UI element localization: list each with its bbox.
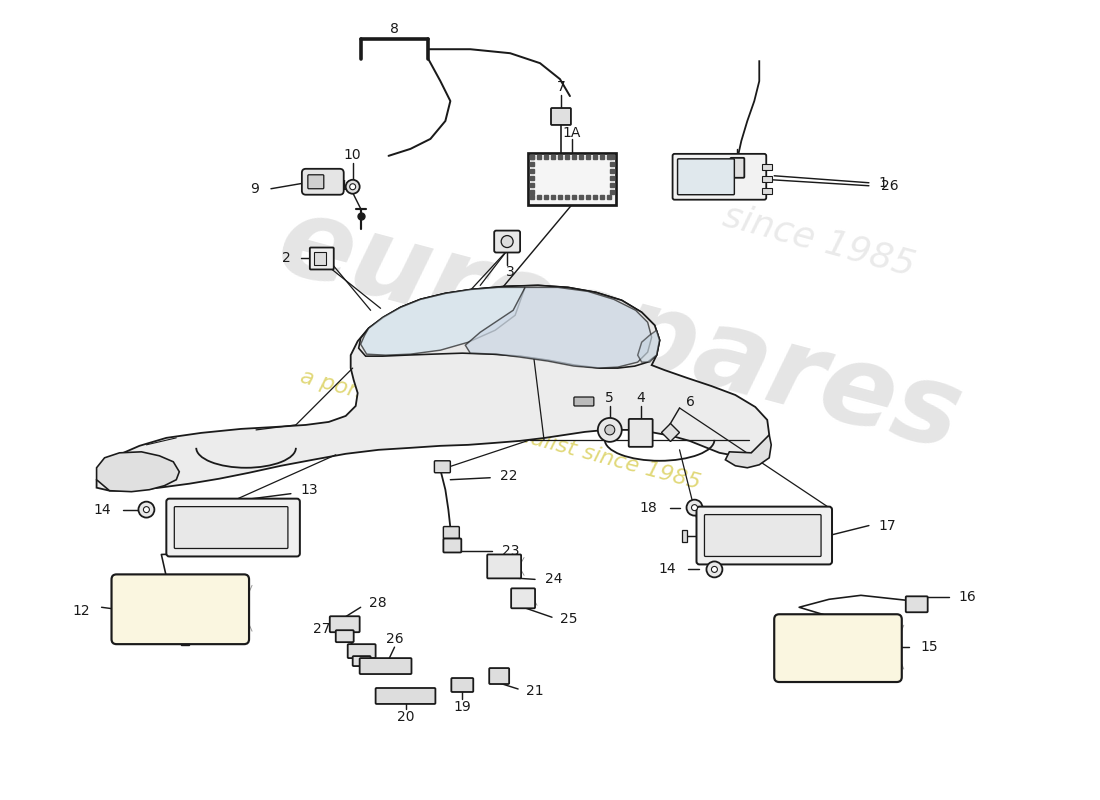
Text: 27: 27 <box>314 622 331 636</box>
Text: 20: 20 <box>397 710 415 724</box>
FancyBboxPatch shape <box>443 526 460 538</box>
FancyBboxPatch shape <box>494 230 520 253</box>
Text: 9: 9 <box>250 182 258 196</box>
Text: a porsche parts specialist since 1985: a porsche parts specialist since 1985 <box>298 366 703 493</box>
Text: 21: 21 <box>526 684 543 698</box>
FancyBboxPatch shape <box>682 530 686 542</box>
Polygon shape <box>638 330 660 362</box>
Text: 11: 11 <box>331 178 349 193</box>
FancyBboxPatch shape <box>174 506 288 549</box>
FancyBboxPatch shape <box>528 153 616 205</box>
FancyBboxPatch shape <box>551 108 571 125</box>
Text: 16: 16 <box>958 590 977 604</box>
Text: 19: 19 <box>453 700 471 714</box>
Text: 17: 17 <box>879 518 896 533</box>
Text: 3: 3 <box>506 266 515 279</box>
FancyBboxPatch shape <box>434 461 450 473</box>
Text: 28: 28 <box>368 596 386 610</box>
Text: 26: 26 <box>881 178 899 193</box>
FancyBboxPatch shape <box>678 159 735 194</box>
FancyBboxPatch shape <box>353 656 371 666</box>
Polygon shape <box>97 286 769 490</box>
FancyBboxPatch shape <box>443 538 461 553</box>
Text: eurospares: eurospares <box>266 188 972 473</box>
Text: 23: 23 <box>503 545 519 558</box>
FancyBboxPatch shape <box>330 616 360 632</box>
FancyBboxPatch shape <box>905 596 927 612</box>
FancyBboxPatch shape <box>730 158 745 178</box>
Text: 14: 14 <box>94 502 111 517</box>
FancyBboxPatch shape <box>314 251 326 266</box>
FancyBboxPatch shape <box>451 678 473 692</box>
Text: 4: 4 <box>636 391 645 405</box>
Circle shape <box>712 566 717 572</box>
Text: 22: 22 <box>500 469 518 482</box>
Polygon shape <box>725 435 771 468</box>
FancyBboxPatch shape <box>301 169 343 194</box>
FancyBboxPatch shape <box>704 514 821 557</box>
Text: 7: 7 <box>557 80 565 94</box>
Polygon shape <box>97 452 179 492</box>
Circle shape <box>692 505 697 510</box>
FancyBboxPatch shape <box>762 176 772 182</box>
FancyBboxPatch shape <box>348 644 375 658</box>
FancyBboxPatch shape <box>672 154 767 200</box>
FancyBboxPatch shape <box>308 174 323 189</box>
Circle shape <box>143 506 150 513</box>
FancyBboxPatch shape <box>487 554 521 578</box>
Text: 12: 12 <box>72 604 89 618</box>
Text: 25: 25 <box>560 612 578 626</box>
FancyBboxPatch shape <box>774 614 902 682</box>
Polygon shape <box>359 286 660 368</box>
Circle shape <box>605 425 615 435</box>
Text: 24: 24 <box>544 572 562 586</box>
Text: 15: 15 <box>921 640 938 654</box>
Text: 10: 10 <box>344 148 362 162</box>
Text: since 1985: since 1985 <box>719 198 918 282</box>
Circle shape <box>350 184 355 190</box>
FancyBboxPatch shape <box>375 688 436 704</box>
Text: 8: 8 <box>390 22 399 36</box>
FancyBboxPatch shape <box>574 397 594 406</box>
Text: 1: 1 <box>879 176 888 190</box>
Text: 2: 2 <box>283 251 290 266</box>
FancyBboxPatch shape <box>762 164 772 170</box>
Polygon shape <box>465 287 651 368</box>
FancyBboxPatch shape <box>696 506 832 565</box>
Text: 1A: 1A <box>563 126 581 140</box>
Text: 26: 26 <box>386 632 404 646</box>
Circle shape <box>345 180 360 194</box>
FancyBboxPatch shape <box>629 419 652 447</box>
FancyBboxPatch shape <box>762 188 772 194</box>
Text: 18: 18 <box>640 501 658 514</box>
FancyBboxPatch shape <box>310 247 333 270</box>
FancyBboxPatch shape <box>490 668 509 684</box>
Circle shape <box>706 562 723 578</box>
Text: 6: 6 <box>685 395 694 409</box>
Circle shape <box>502 235 513 247</box>
Circle shape <box>139 502 154 518</box>
Text: 13: 13 <box>301 482 319 497</box>
Text: 5: 5 <box>605 391 614 405</box>
Circle shape <box>597 418 622 442</box>
FancyBboxPatch shape <box>111 574 249 644</box>
Text: 14: 14 <box>658 562 675 577</box>
FancyBboxPatch shape <box>336 630 354 642</box>
FancyBboxPatch shape <box>512 588 535 608</box>
FancyBboxPatch shape <box>166 498 300 557</box>
FancyBboxPatch shape <box>360 658 411 674</box>
Polygon shape <box>361 287 525 355</box>
Circle shape <box>686 500 703 515</box>
